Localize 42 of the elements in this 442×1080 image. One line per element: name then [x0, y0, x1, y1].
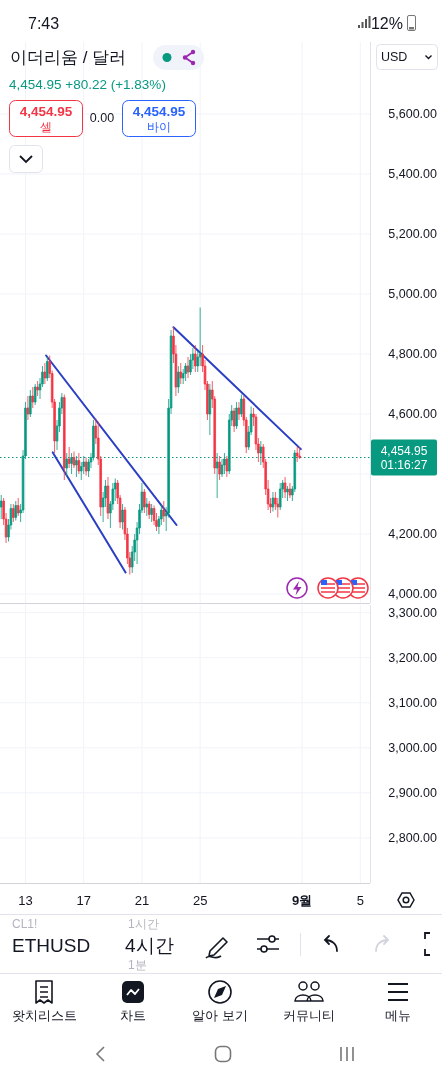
- y-tick-label: 2,900.00: [388, 786, 437, 801]
- y-tick-label: 4,200.00: [388, 527, 437, 542]
- nav-label: 커뮤니티: [283, 1009, 335, 1024]
- y-tick-label: 3,000.00: [388, 741, 437, 756]
- ref-line-label: 4,454.95 01:16:27: [371, 439, 437, 476]
- subtitle: 4,454.95 +80.22 (+1.83%): [9, 76, 166, 92]
- x-tick-label: 9월: [291, 892, 313, 908]
- nav-label: 왓치리스트: [11, 1009, 77, 1024]
- x-tick-label: 25: [192, 892, 208, 908]
- buy-label: 바이: [147, 120, 171, 135]
- ref-line-label: 4,454.95 01:16:27: [380, 443, 428, 472]
- interval: 4시간: [125, 934, 174, 956]
- x-tick-label: 13: [18, 892, 33, 908]
- y-tick-label: 5,200.00: [388, 227, 437, 242]
- y-tick-label: 3,100.00: [388, 696, 437, 711]
- sell-label: 셀: [40, 120, 52, 135]
- currency: USD: [381, 50, 408, 65]
- title: 이더리움 / 달러: [10, 47, 127, 67]
- y-tick-label: 4,800.00: [388, 347, 437, 362]
- x-tick-label: 21: [134, 892, 150, 908]
- symbol: ETHUSD: [12, 934, 91, 956]
- picker-interval: 1시간: [128, 917, 159, 932]
- status-battery: 12%: [370, 14, 403, 32]
- buy-price: 4,454.95: [132, 103, 186, 119]
- nav-label: 차트: [120, 1009, 146, 1024]
- y-tick-label: 5,600.00: [388, 107, 437, 122]
- x-tick-label: 5: [356, 892, 364, 908]
- y-tick-label: 5,000.00: [388, 287, 437, 302]
- y-tick-label: 3,300.00: [388, 606, 437, 621]
- y-tick-label: 4,000.00: [388, 587, 437, 602]
- nav-label: 메뉴: [385, 1009, 411, 1024]
- y-tick-label: 3,200.00: [388, 651, 437, 666]
- y-tick-label: 2,800.00: [388, 831, 437, 846]
- nav-label: 알아 보기: [192, 1009, 248, 1024]
- x-tick-label: 17: [76, 892, 91, 908]
- y-tick-label: 5,400.00: [388, 167, 437, 182]
- spread: 0.00: [89, 111, 115, 126]
- picker-symbol: CL1!: [12, 917, 38, 932]
- y-tick-label: 4,600.00: [388, 407, 437, 422]
- sell-price: 4,454.95: [19, 103, 73, 119]
- picker-interval: 1분: [128, 958, 147, 973]
- status-time: 7:43: [28, 14, 60, 32]
